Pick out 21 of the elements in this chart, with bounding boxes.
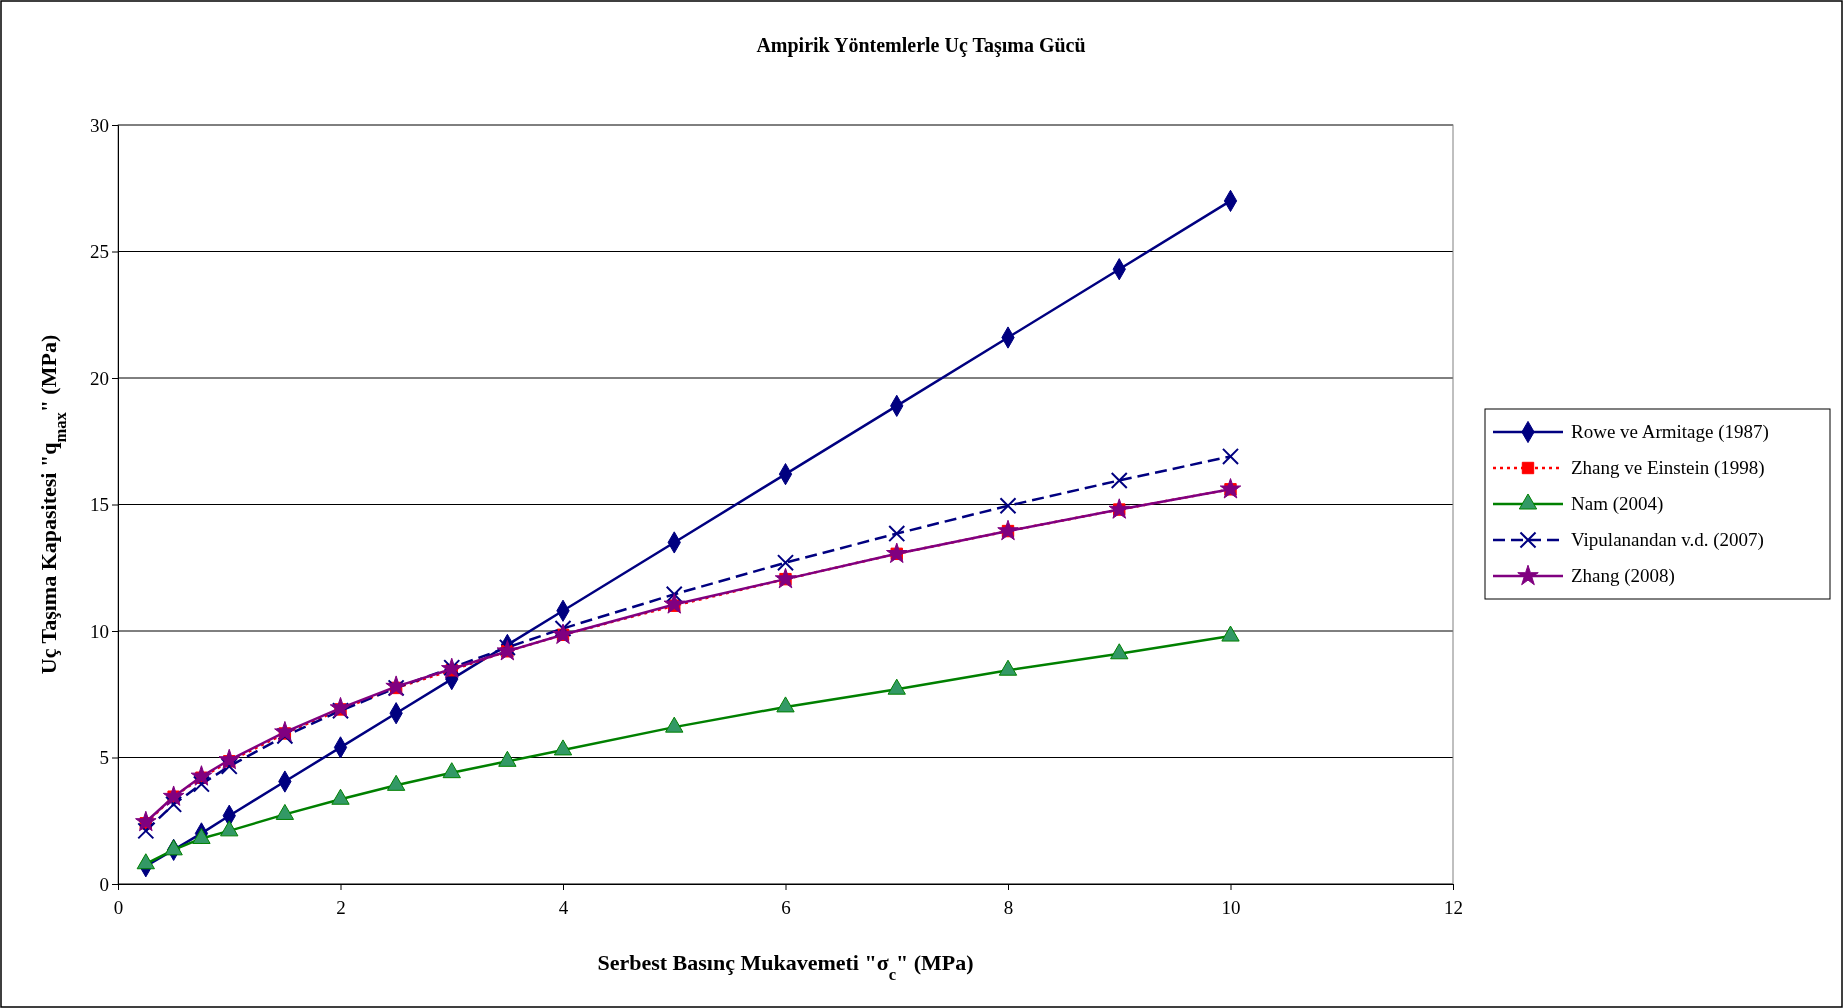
y-tick-label: 30 [90, 114, 109, 136]
y-tick-label: 25 [90, 241, 109, 263]
legend-label: Rowe ve Armitage (1987) [1571, 421, 1769, 443]
y-tick-label: 5 [99, 747, 109, 769]
x-tick-label: 2 [336, 896, 346, 918]
legend-label: Zhang (2008) [1571, 565, 1675, 587]
legend-label: Nam (2004) [1571, 493, 1664, 515]
x-tick-label: 12 [1444, 896, 1463, 918]
x-axis-title: Serbest Basınç Mukavemeti "σ$_{c}$" (MPa) [597, 950, 974, 984]
chart-title: Ampirik Yöntemlerle Uç Taşıma Gücü [756, 34, 1086, 57]
x-tick-label: 6 [781, 896, 791, 918]
y-tick-label: 20 [90, 367, 109, 389]
y-tick-label: 0 [99, 873, 109, 895]
x-tick-label: 10 [1221, 896, 1241, 918]
y-tick-label: 15 [90, 494, 109, 516]
x-tick-label: 8 [1003, 896, 1014, 918]
legend-label: Vipulanandan v.d. (2007) [1571, 529, 1764, 551]
x-tick-label: 4 [558, 896, 569, 918]
x-tick-label: 0 [113, 896, 124, 918]
y-tick-label: 10 [90, 620, 109, 642]
legend-label: Zhang ve Einstein (1998) [1571, 457, 1765, 479]
